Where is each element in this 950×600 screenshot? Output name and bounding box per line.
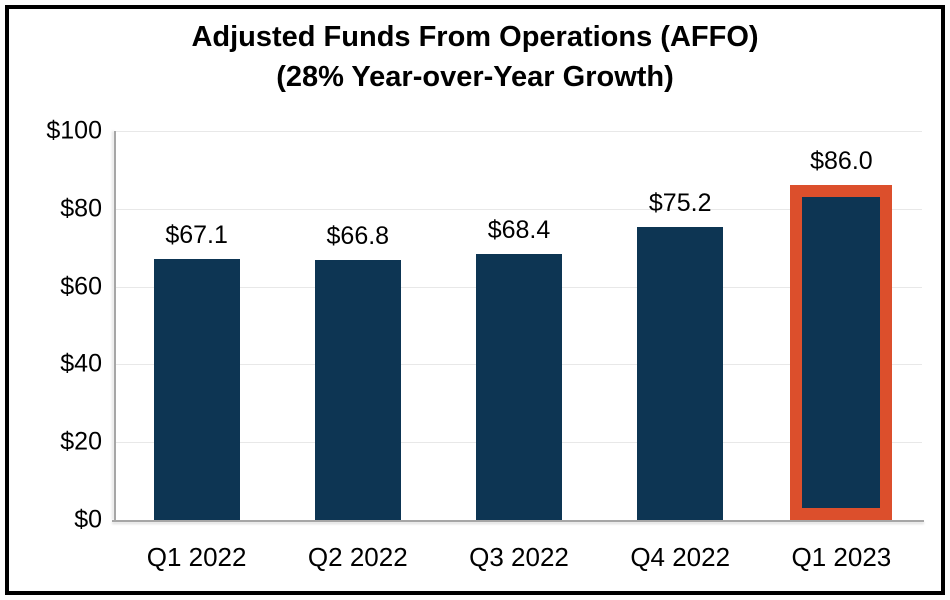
chart-title-line-2: (28% Year-over-Year Growth) bbox=[276, 61, 674, 93]
bar bbox=[476, 253, 562, 520]
chart-title: Adjusted Funds From Operations (AFFO) (2… bbox=[0, 17, 950, 97]
x-category-label: Q3 2022 bbox=[469, 542, 569, 572]
chart-title-line-1: Adjusted Funds From Operations (AFFO) bbox=[191, 21, 759, 53]
y-tick-label: $80 bbox=[60, 194, 102, 223]
bar bbox=[314, 260, 401, 520]
x-axis-line bbox=[112, 520, 924, 522]
gridline bbox=[116, 208, 922, 210]
y-tick-label: $0 bbox=[74, 505, 102, 534]
bar-value-label: $75.2 bbox=[648, 189, 712, 218]
y-axis-line bbox=[114, 131, 116, 520]
gridline bbox=[116, 131, 922, 132]
y-tick-label: $100 bbox=[46, 116, 102, 145]
bar-value-label: $68.4 bbox=[487, 215, 551, 244]
y-tick-label: $60 bbox=[60, 272, 102, 301]
bar-value-label: $67.1 bbox=[165, 220, 228, 249]
plot-area: $0 $20 $40 $60 $80 $100 $67.1 Q1 2022 $66.8 Q2 20… bbox=[46, 118, 924, 570]
y-tick-label: $40 bbox=[60, 349, 102, 378]
bar bbox=[637, 227, 724, 520]
x-category-label: Q1 2022 bbox=[146, 542, 247, 572]
bar bbox=[153, 258, 240, 520]
x-category-label: Q2 2022 bbox=[307, 542, 408, 572]
bar-value-label: $86.0 bbox=[810, 147, 873, 176]
bar-value-label: $66.8 bbox=[326, 222, 390, 251]
bar-highlighted bbox=[790, 185, 893, 520]
x-category-label: Q1 2023 bbox=[791, 542, 892, 572]
y-tick-label: $20 bbox=[60, 427, 102, 456]
x-category-label: Q4 2022 bbox=[630, 542, 731, 572]
